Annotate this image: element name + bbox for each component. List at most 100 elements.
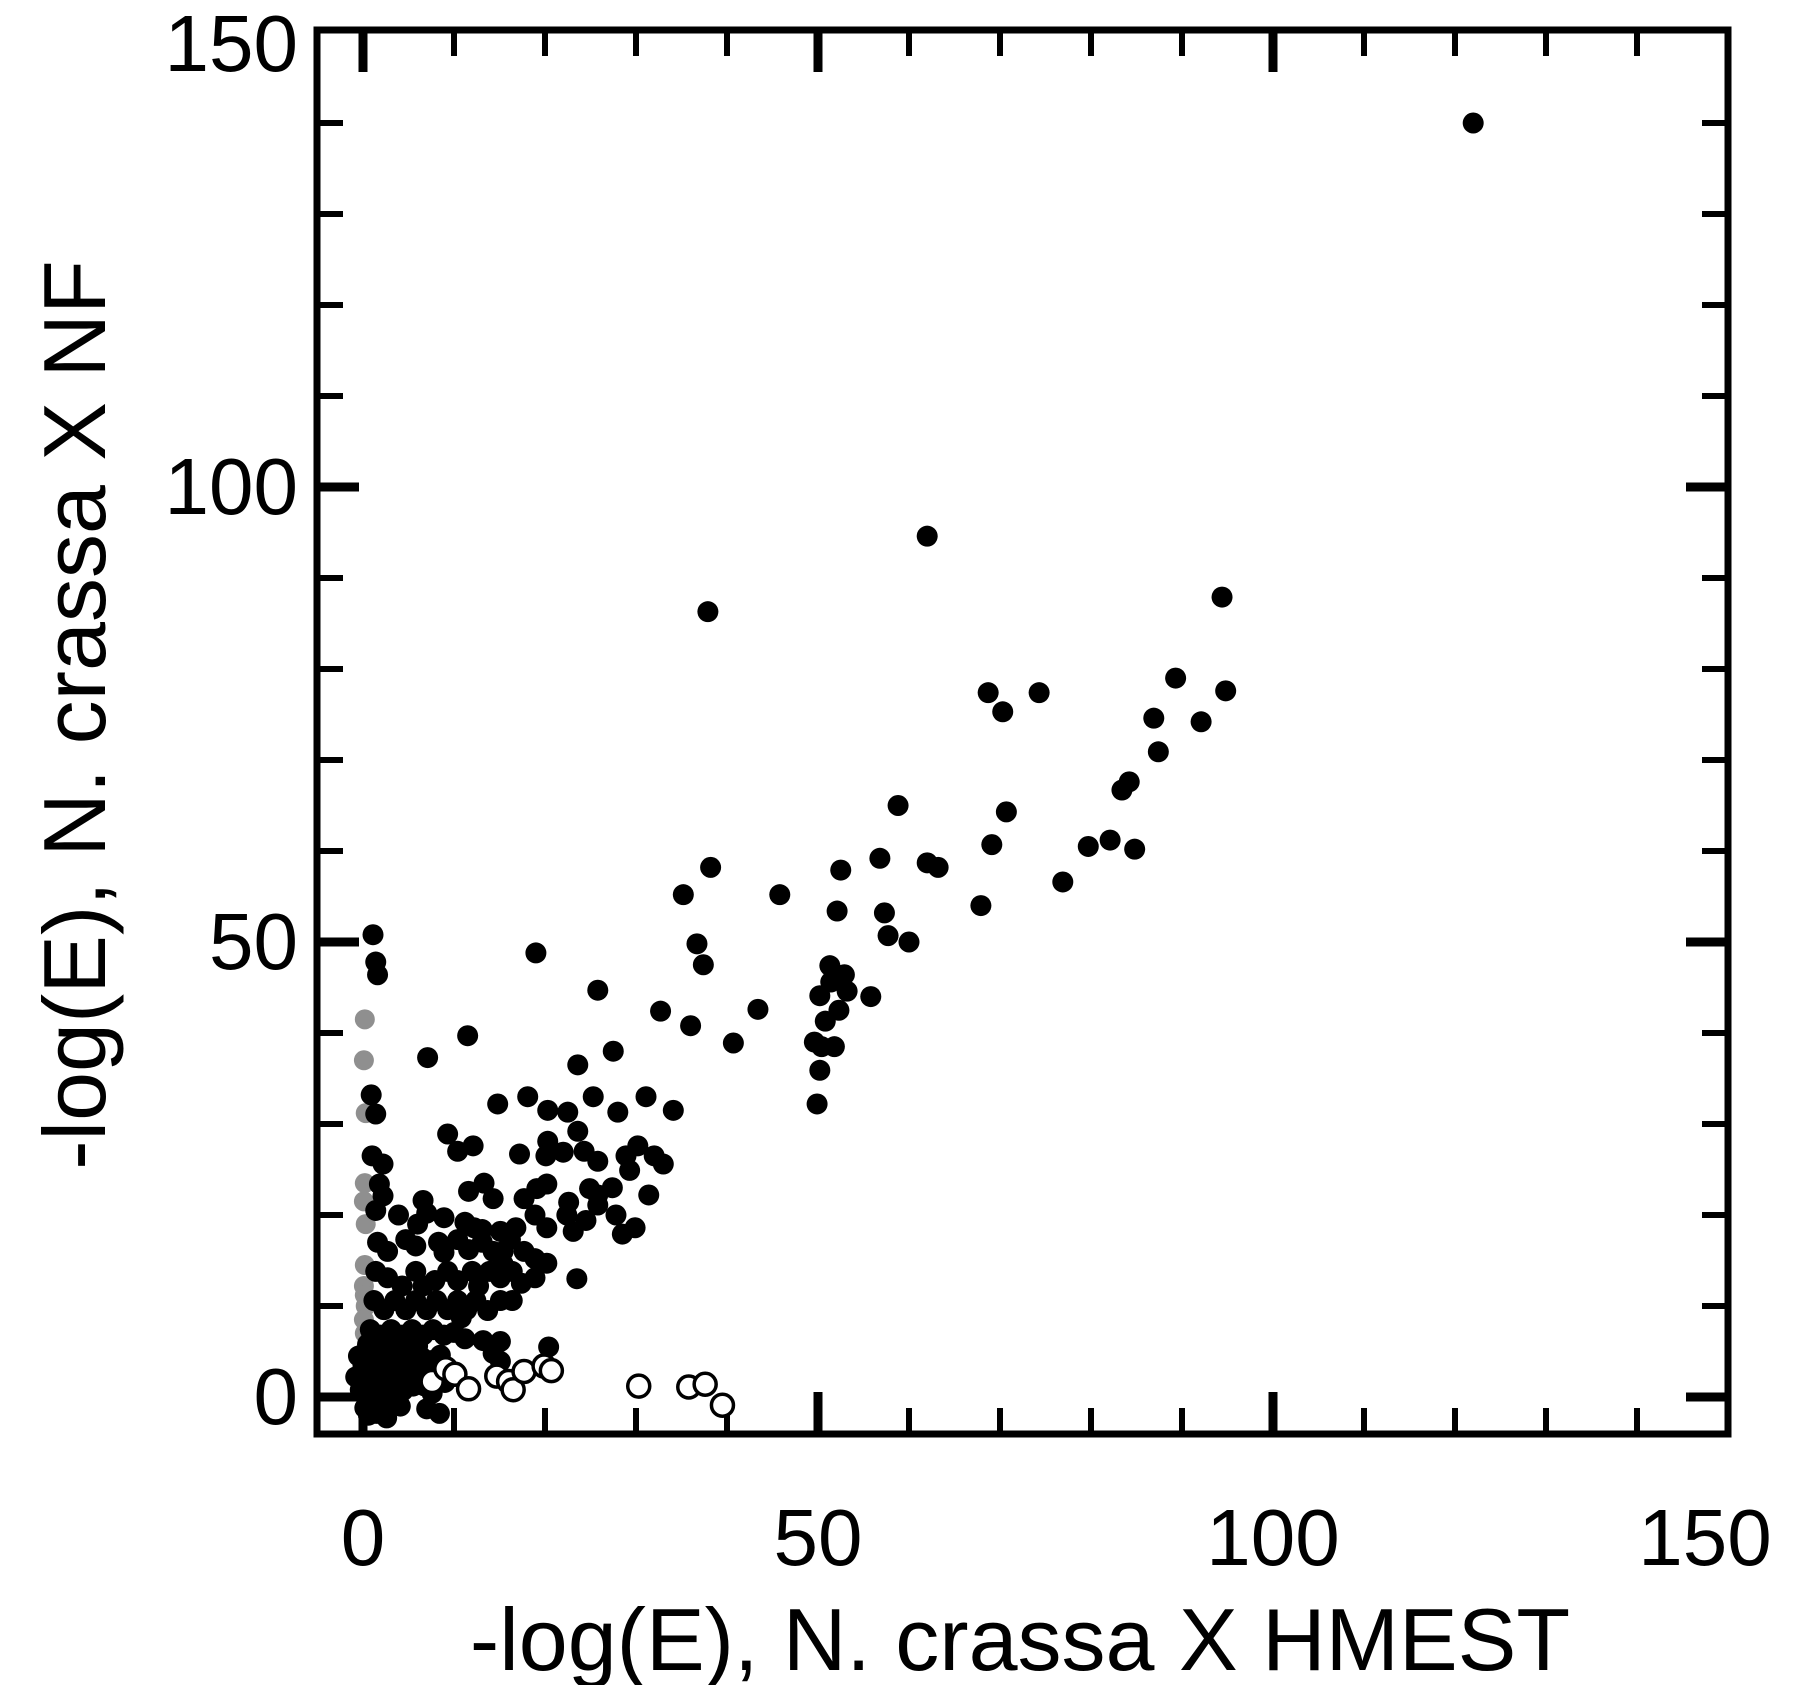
data-point-filled (360, 1084, 382, 1106)
data-point-open (455, 1376, 482, 1402)
data-point-filled (1165, 667, 1187, 689)
data-point-filled (624, 1217, 646, 1239)
data-point-filled (416, 1202, 438, 1224)
data-point-filled (605, 1204, 627, 1226)
data-point-filled (509, 1143, 531, 1165)
y-tick-label-50: 50 (209, 897, 298, 986)
data-point-gray (354, 1009, 375, 1030)
data-point-filled (995, 801, 1017, 823)
data-point-filled (830, 859, 852, 881)
data-point-filled (970, 895, 992, 917)
data-point-filled (607, 1101, 629, 1123)
data-point-filled (1124, 838, 1146, 860)
data-point-filled (447, 1140, 469, 1162)
data-point-filled (814, 1010, 836, 1032)
data-point-filled (567, 1120, 589, 1142)
data-point-filled (433, 1241, 455, 1263)
data-point-filled (389, 1395, 411, 1417)
data-point-filled (869, 847, 891, 869)
data-point-filled (823, 1036, 845, 1058)
data-point-filled (567, 1054, 589, 1076)
data-point-filled (1190, 711, 1212, 733)
data-point-filled (556, 1204, 578, 1226)
data-point-filled (575, 1209, 597, 1231)
data-point-filled (826, 900, 848, 922)
data-point-filled (806, 1093, 828, 1115)
data-point-filled (501, 1290, 523, 1312)
data-point-filled (1052, 871, 1074, 893)
data-point-filled (537, 1099, 559, 1121)
data-point-open (709, 1392, 736, 1418)
plot-frame (313, 26, 1732, 1438)
data-point-filled (433, 1207, 455, 1229)
data-point-filled (680, 1015, 702, 1037)
data-point-filled (692, 954, 714, 976)
data-point-filled (601, 1177, 623, 1199)
data-point-filled (487, 1093, 509, 1115)
data-point-filled (860, 986, 882, 1008)
data-point-filled (365, 1103, 387, 1125)
data-point-filled (536, 1217, 558, 1239)
data-point-filled (836, 980, 858, 1002)
data-point-filled (582, 1086, 604, 1108)
data-point-filled (1147, 741, 1169, 763)
data-point-filled (662, 1099, 684, 1121)
data-point-filled (1143, 707, 1165, 729)
data-point-filled (672, 884, 694, 906)
data-point-filled (927, 856, 949, 878)
data-point-filled (977, 682, 999, 704)
y-tick-label-100: 100 (164, 442, 298, 531)
data-point-filled (1462, 112, 1484, 134)
data-point-filled (457, 1025, 479, 1047)
data-point-filled (367, 964, 389, 986)
data-point-filled (376, 1407, 398, 1429)
data-point-filled (372, 1153, 394, 1175)
data-point-filled (1215, 680, 1237, 702)
data-point-filled (517, 1086, 539, 1108)
x-tick-label-50: 50 (773, 1493, 863, 1582)
data-point-filled (365, 1199, 387, 1221)
data-point-filled (473, 1172, 495, 1194)
data-point-filled (499, 1229, 521, 1251)
data-point-filled (387, 1204, 409, 1226)
y-tick-label-150: 150 (164, 0, 298, 88)
data-point-open (500, 1376, 526, 1403)
data-point-filled (992, 701, 1014, 723)
data-point-filled (454, 1328, 476, 1350)
data-point-filled (887, 795, 909, 816)
data-point-filled (877, 925, 899, 947)
data-point-filled (1099, 829, 1121, 851)
data-point-filled (417, 1047, 439, 1069)
data-point-filled (619, 1159, 641, 1181)
data-point-filled (898, 931, 920, 953)
data-point-filled (1111, 779, 1133, 801)
data-point-filled (652, 1153, 674, 1175)
data-point-filled (722, 1032, 744, 1054)
y-tick-label-0: 0 (253, 1352, 299, 1441)
x-tick-label-100: 100 (1206, 1493, 1340, 1582)
data-point-filled (809, 985, 831, 1007)
data-point-filled (552, 1141, 574, 1163)
data-point-filled (587, 1150, 609, 1172)
data-point-filled (357, 1404, 379, 1426)
data-point-filled (458, 1180, 480, 1202)
data-point-filled (650, 1000, 672, 1022)
data-point-filled (873, 902, 895, 924)
data-point-filled (1028, 682, 1050, 704)
data-point-filled (686, 933, 708, 955)
data-point-filled (538, 1336, 560, 1358)
data-point-filled (535, 1145, 557, 1167)
data-point-filled (536, 1252, 558, 1274)
data-point-filled (1211, 586, 1233, 608)
data-point-filled (524, 1267, 546, 1289)
data-point-filled (697, 601, 719, 623)
x-tick-label-150: 150 (1638, 1493, 1772, 1582)
data-point-filled (362, 924, 384, 946)
data-point-filled (602, 1040, 624, 1062)
data-point-filled (400, 1328, 422, 1350)
data-point-filled (638, 1184, 660, 1206)
data-point-filled (587, 979, 609, 1001)
data-point-filled (482, 1188, 504, 1210)
